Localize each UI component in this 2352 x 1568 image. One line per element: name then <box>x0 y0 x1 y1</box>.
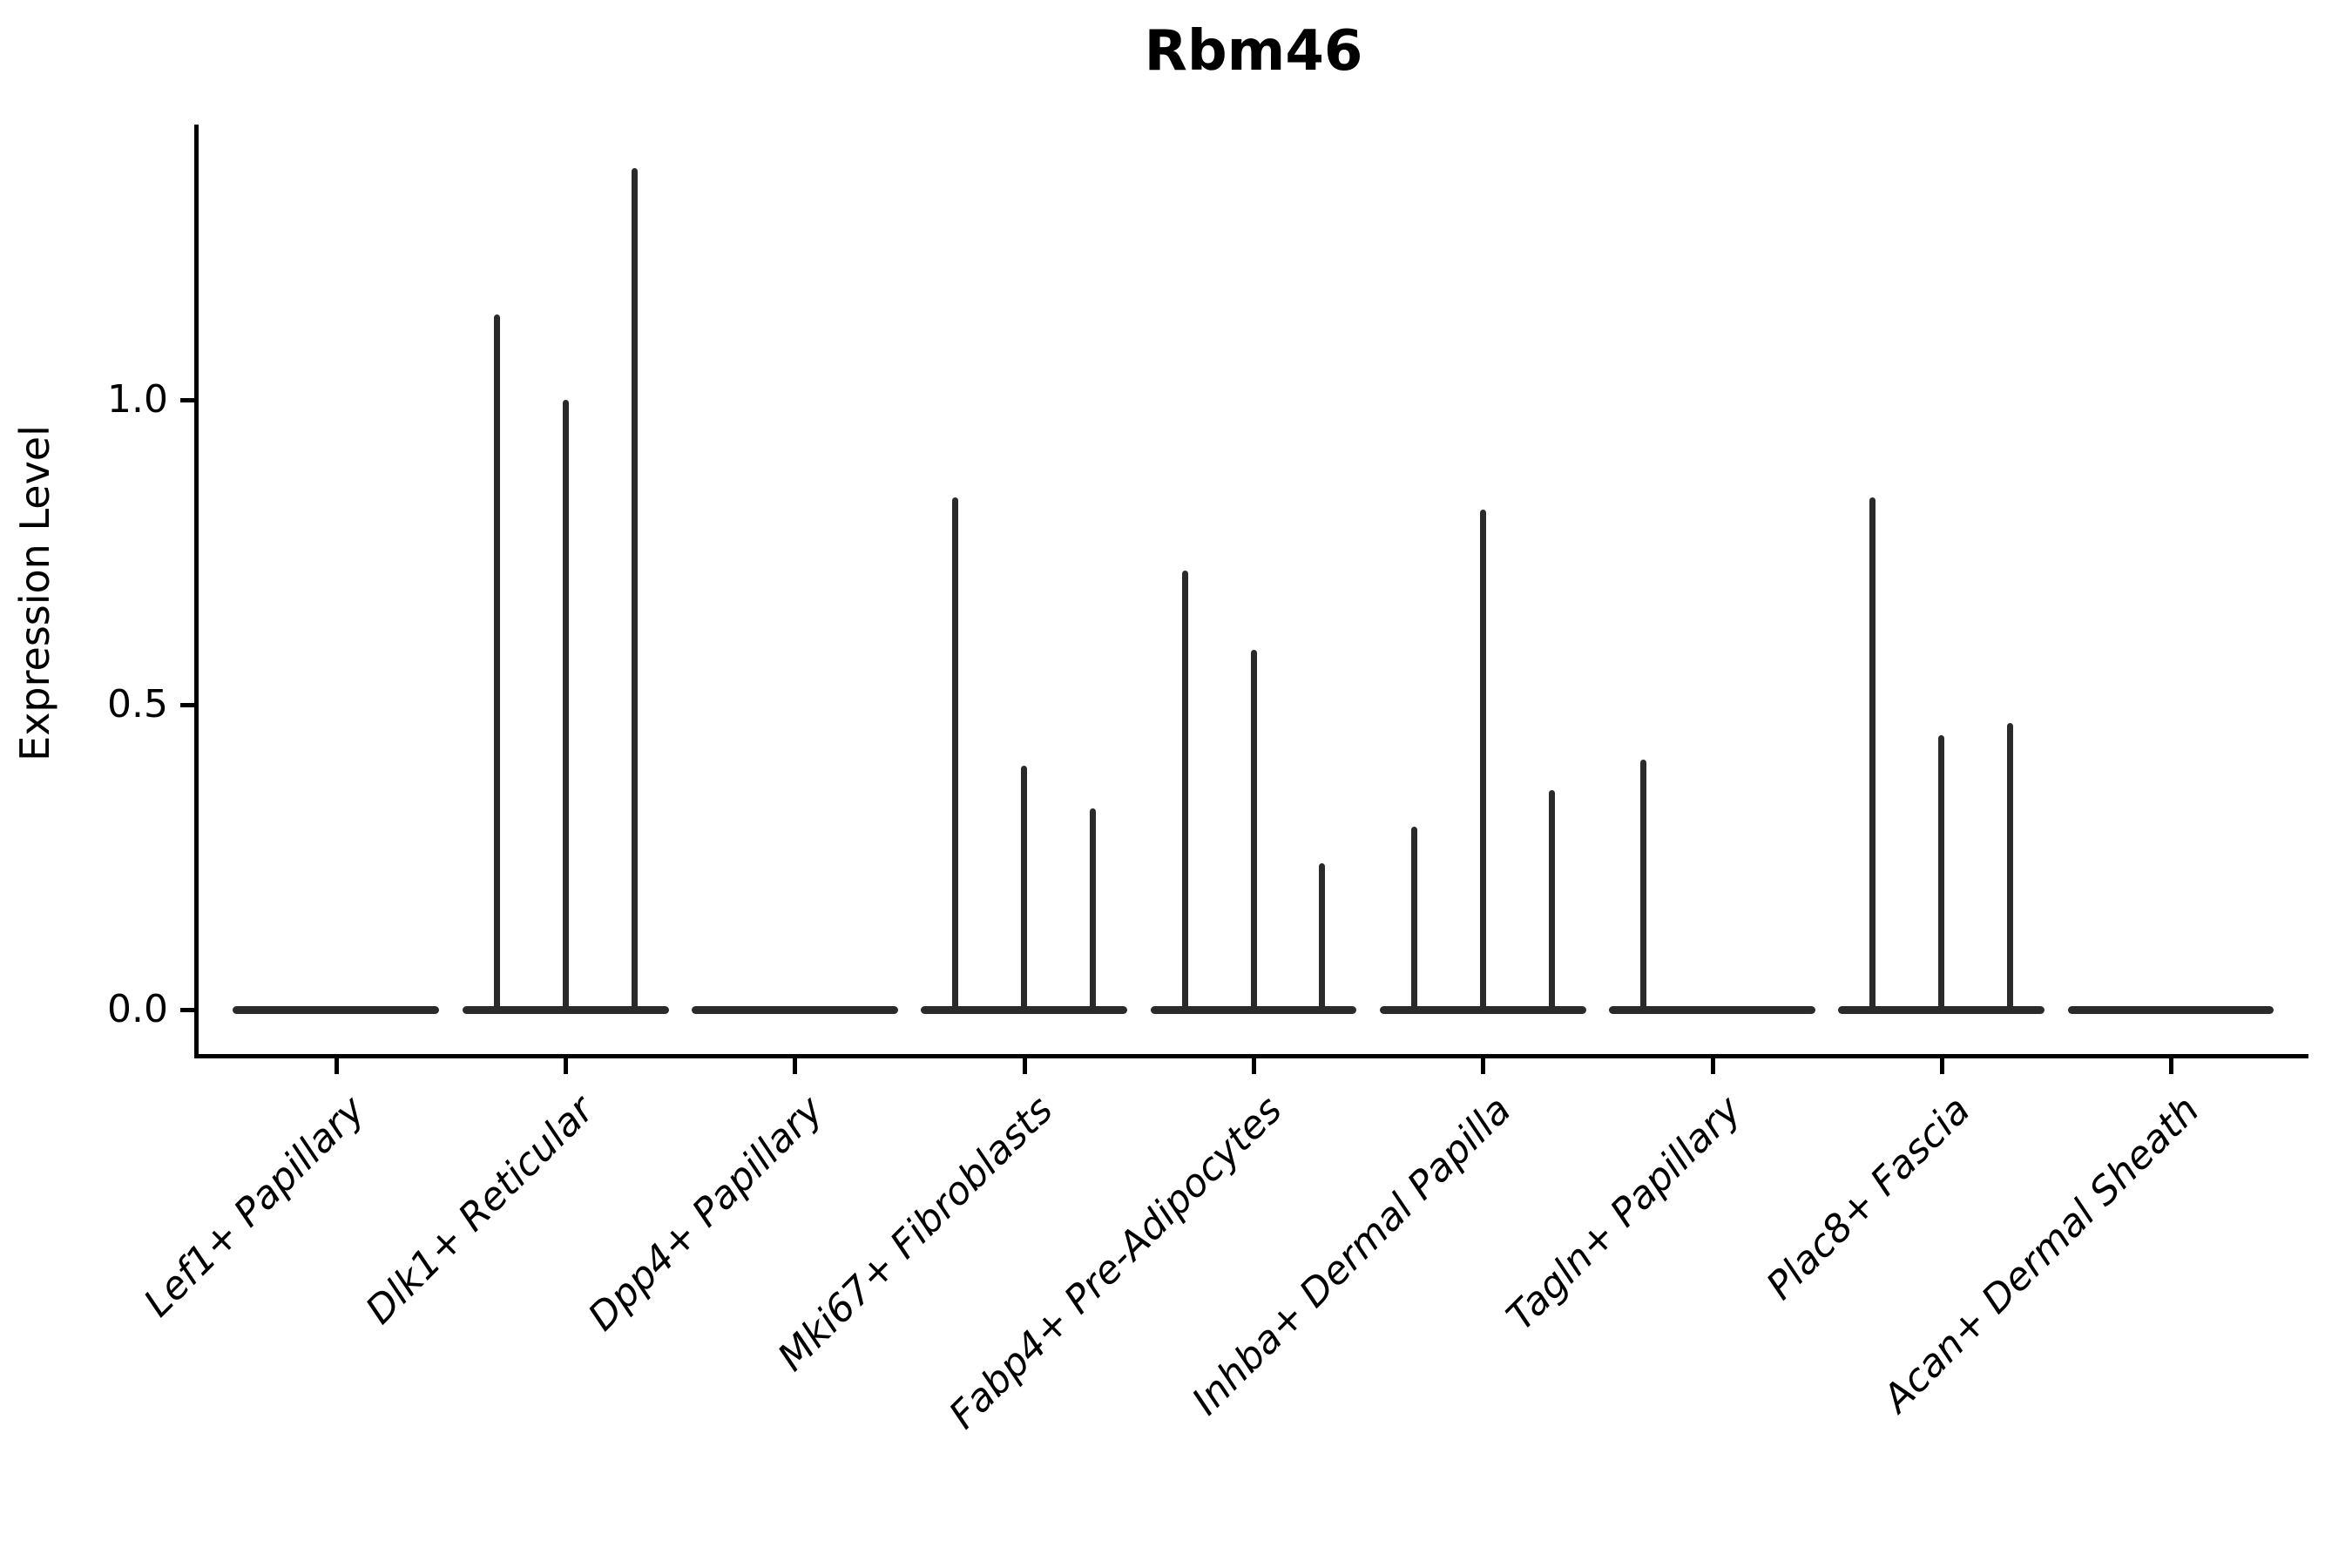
x-tick-label: Mki67+ Fibroblasts <box>769 1087 1062 1380</box>
y-tick-mark <box>180 1008 194 1012</box>
violin-base <box>921 1006 1128 1014</box>
violin-spike <box>1938 735 1945 1010</box>
x-tick-mark <box>1710 1058 1715 1074</box>
violin-base <box>1609 1006 1815 1014</box>
violin-spike <box>1640 760 1647 1010</box>
violin-spike <box>952 497 959 1010</box>
violin-base <box>1150 1006 1357 1014</box>
chart-title: Rbm46 <box>1144 19 1363 84</box>
x-tick-label: Fabp4+ Pre-Adipocytes <box>940 1087 1291 1438</box>
y-tick-label: 0.0 <box>107 987 168 1031</box>
violin-spike <box>1479 510 1486 1010</box>
x-tick-label: Plac8+ Fascia <box>1758 1087 1979 1308</box>
x-tick-mark <box>334 1058 339 1074</box>
violin-spike <box>562 400 569 1010</box>
x-tick-mark <box>564 1058 569 1074</box>
x-tick-mark <box>1022 1058 1027 1074</box>
violin-base <box>462 1006 669 1014</box>
violin-spike <box>1250 650 1257 1010</box>
violin-spike <box>1410 827 1417 1010</box>
violin-spike <box>1021 766 1028 1010</box>
violin-base <box>1379 1006 1586 1014</box>
y-axis-label: Expression Level <box>11 425 58 761</box>
y-tick-label: 1.0 <box>107 377 168 422</box>
y-tick-mark <box>180 703 194 707</box>
violin-spike <box>2007 723 2014 1010</box>
x-tick-label: Dlk1+ Reticular <box>357 1087 603 1333</box>
x-tick-mark <box>1939 1058 1944 1074</box>
x-tick-mark <box>793 1058 798 1074</box>
violin-spike <box>1090 808 1097 1010</box>
violin-spike <box>493 314 500 1010</box>
x-tick-mark <box>2169 1058 2174 1074</box>
violin-spike <box>1548 790 1555 1010</box>
x-tick-label: Tagln+ Papillary <box>1497 1087 1750 1340</box>
violin-base <box>692 1006 898 1014</box>
violin-spike <box>1319 863 1326 1010</box>
violin-base <box>2067 1006 2274 1014</box>
violin-spike <box>631 168 638 1010</box>
y-axis-line <box>194 125 199 1058</box>
x-tick-mark <box>1481 1058 1486 1074</box>
x-tick-mark <box>1252 1058 1256 1074</box>
violin-spike <box>1181 571 1188 1010</box>
violin-spike <box>1869 497 1876 1010</box>
y-tick-label: 0.5 <box>107 682 168 727</box>
x-tick-label: Acan+ Dermal Sheath <box>1875 1087 2208 1422</box>
violin-base <box>1838 1006 2045 1014</box>
y-tick-mark <box>180 398 194 402</box>
x-tick-label: Dpp4+ Papillary <box>580 1087 833 1340</box>
x-tick-label: Inhba+ Dermal Papilla <box>1184 1087 1520 1424</box>
x-axis-line <box>194 1054 2308 1058</box>
violin-base <box>233 1006 440 1014</box>
